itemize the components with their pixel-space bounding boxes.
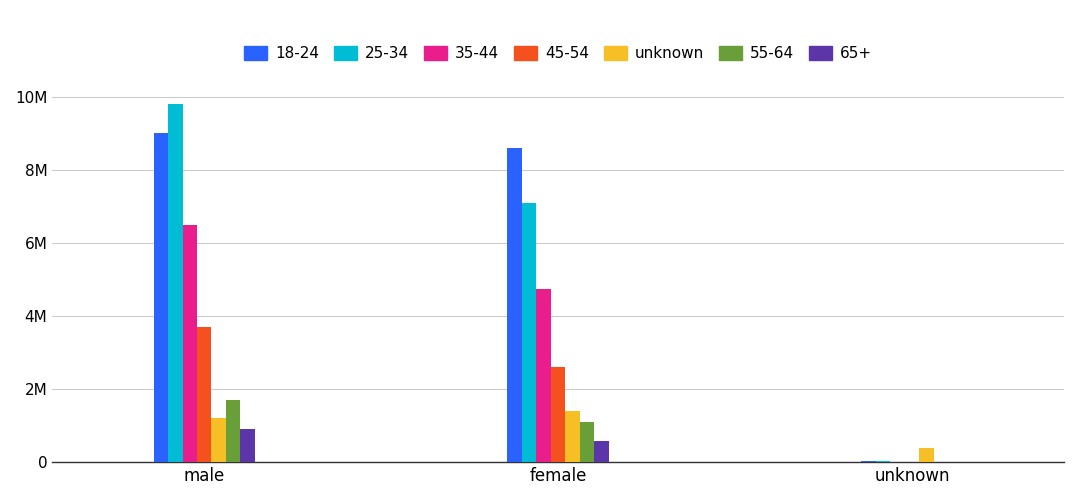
Bar [182, 224, 197, 462]
Bar [522, 203, 536, 462]
Bar [551, 367, 565, 462]
Bar [211, 418, 226, 462]
Bar [241, 430, 255, 462]
Bar [595, 441, 609, 462]
Bar [153, 134, 168, 462]
Bar [507, 148, 522, 462]
Bar [861, 461, 876, 462]
Bar [536, 288, 551, 462]
Bar [876, 461, 890, 462]
Bar [226, 400, 241, 462]
Bar [168, 104, 182, 462]
Bar [579, 422, 595, 462]
Bar [197, 327, 211, 462]
Bar [919, 448, 933, 462]
Legend: 18-24, 25-34, 35-44, 45-54, unknown, 55-64, 65+: 18-24, 25-34, 35-44, 45-54, unknown, 55-… [238, 40, 878, 68]
Bar [565, 411, 579, 462]
